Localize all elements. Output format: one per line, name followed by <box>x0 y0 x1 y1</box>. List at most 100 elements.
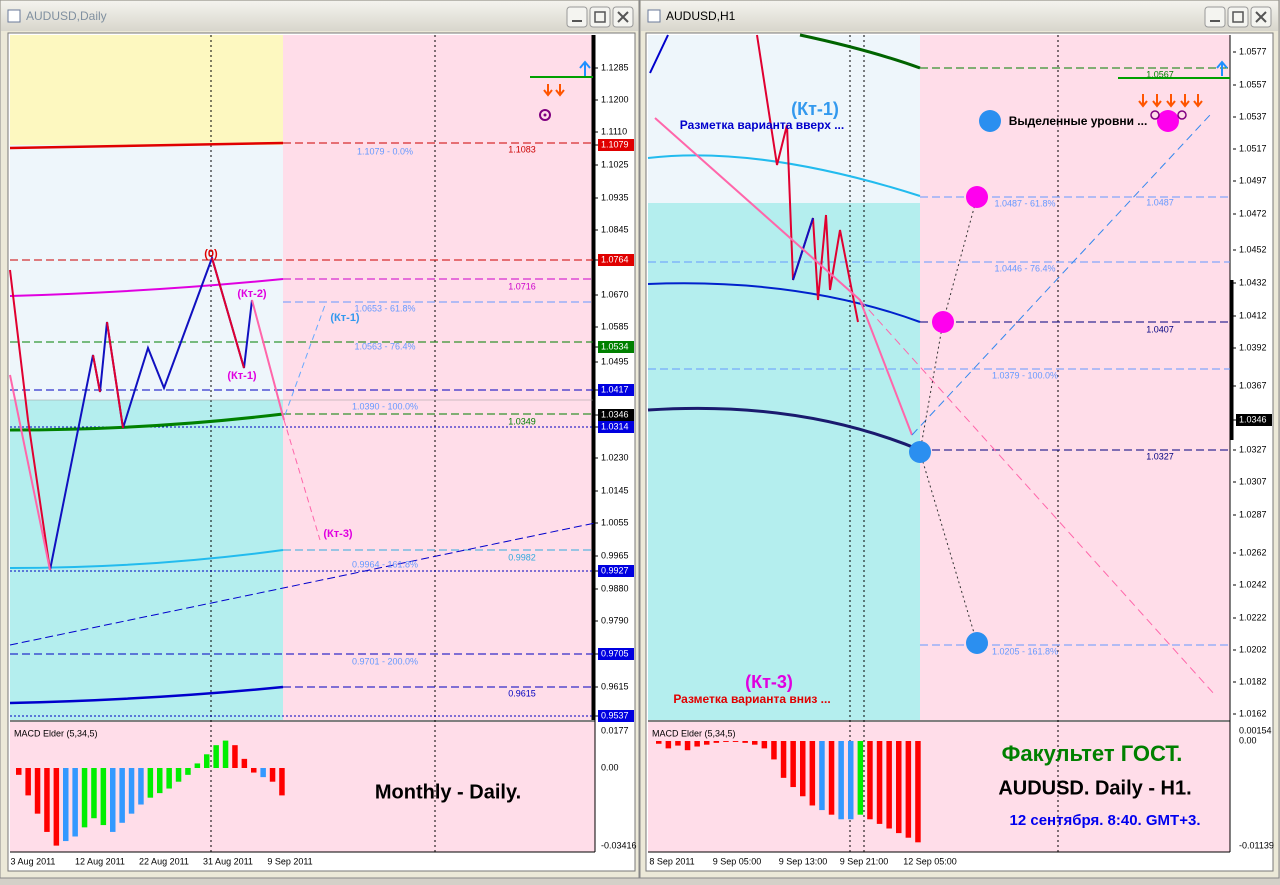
macd-label: MACD Elder (5,34,5) <box>14 728 98 738</box>
macd-axis-label: 0.0177 <box>601 725 629 735</box>
price-label: 1.0670 <box>601 289 629 299</box>
annotation: 1.0487 <box>1146 197 1174 207</box>
price-label: 0.9790 <box>601 615 629 625</box>
macd-bar <box>110 768 116 832</box>
price-highlight <box>598 254 634 266</box>
annotation: Разметка варианта вверх ... <box>680 118 844 132</box>
macd-bar <box>867 741 873 820</box>
annotation: (Кт-1) <box>330 312 360 324</box>
annotation: (Кт-2) <box>237 288 267 300</box>
price-label: 0.9537 <box>601 710 629 720</box>
annotation: Monthly - Daily. <box>375 781 521 803</box>
macd-axis-label: -0.01139 <box>1239 840 1274 850</box>
date-label: 9 Sep 05:00 <box>713 856 762 866</box>
price-label: 1.0412 <box>1239 310 1267 320</box>
annotation: 0.9982 <box>508 552 536 562</box>
maximize-button[interactable] <box>1227 6 1249 28</box>
price-label: 0.9705 <box>601 648 629 658</box>
annotation: 0.9701 - 200.0% <box>352 656 418 666</box>
annotation: (0) <box>204 248 218 260</box>
macd-bar <box>166 768 172 789</box>
price-label: 1.0346 <box>1239 414 1267 424</box>
macd-axis-label: 0.00154 <box>1239 725 1272 735</box>
date-label: 9 Sep 13:00 <box>779 856 828 866</box>
macd-bar <box>269 768 276 782</box>
macd-bar <box>260 768 266 778</box>
price-highlight <box>598 384 634 396</box>
annotation: Факультет ГОСТ. <box>1002 741 1183 766</box>
date-label: 9 Sep 21:00 <box>840 856 889 866</box>
annotation: (Кт-1) <box>791 99 839 119</box>
macd-bar <box>656 741 662 744</box>
price-label: 1.1285 <box>601 62 629 72</box>
minimize-button[interactable] <box>566 6 588 28</box>
macd-bar <box>251 768 257 773</box>
macd-bar <box>752 741 758 745</box>
window-title: AUDUSD,Daily <box>26 9 107 23</box>
window-daily: AUDUSD,Daily <box>0 0 640 879</box>
price-label: 1.0472 <box>1239 208 1267 218</box>
annotation: 1.1083 <box>508 144 536 154</box>
price-label: 1.0845 <box>601 224 629 234</box>
price-highlight <box>1236 414 1272 426</box>
price-label: 0.9927 <box>601 565 629 575</box>
price-label: 1.0346 <box>601 409 629 419</box>
macd-bar <box>848 741 854 820</box>
macd-bar <box>279 768 285 796</box>
macd-bar <box>790 741 796 788</box>
annotation: 1.0407 <box>1146 324 1174 334</box>
price-highlight <box>598 565 634 577</box>
macd-bar <box>147 768 154 798</box>
annotation: 12 сентября. 8:40. GMT+3. <box>1010 812 1201 829</box>
macd-bar <box>761 741 768 749</box>
price-label: 1.0495 <box>601 356 629 366</box>
date-label: 22 Aug 2011 <box>139 856 189 866</box>
macd-bar <box>886 741 892 829</box>
price-label: 1.0534 <box>601 341 629 351</box>
maximize-button[interactable] <box>589 6 611 28</box>
annotation: 1.0205 - 161.8% <box>992 646 1058 656</box>
macd-bar <box>684 741 691 751</box>
annotation: 0.9964 - 161.8% <box>352 559 418 569</box>
macd-bar <box>72 768 78 837</box>
macd-bar <box>713 741 720 743</box>
price-label: 1.0537 <box>1239 111 1267 121</box>
macd-bar <box>704 741 710 745</box>
price-label: 1.1110 <box>601 126 627 136</box>
macd-bar <box>241 758 248 768</box>
macd-bar <box>896 741 902 834</box>
price-label: 1.0230 <box>601 452 629 462</box>
price-label: 1.0287 <box>1239 509 1267 519</box>
minimize-button[interactable] <box>1204 6 1226 28</box>
macd-bar <box>204 754 210 768</box>
annotation: AUDUSD. Daily - H1. <box>998 777 1191 799</box>
price-highlight <box>598 341 634 353</box>
date-label: 31 Aug 2011 <box>203 856 253 866</box>
price-label: 1.0557 <box>1239 79 1267 89</box>
macd-bar <box>44 768 50 832</box>
annotation: 1.0446 - 76.4% <box>994 263 1055 273</box>
date-label: 12 Sep 05:00 <box>903 856 957 866</box>
price-highlight <box>598 710 634 722</box>
macd-bar <box>91 768 97 819</box>
macd-bar <box>175 768 182 782</box>
macd-bar <box>675 741 681 746</box>
annotation: 1.0487 - 61.8% <box>994 198 1055 208</box>
price-label: 1.0497 <box>1239 175 1267 185</box>
macd-bar <box>780 741 787 778</box>
macd-bar <box>128 768 135 814</box>
annotation: (Кт-1) <box>227 370 257 382</box>
price-label: 0.9615 <box>601 681 629 691</box>
macd-bar <box>138 768 144 805</box>
price-highlight <box>598 139 634 151</box>
price-label: 1.0222 <box>1239 612 1267 622</box>
price-highlight <box>598 421 634 433</box>
macd-bar <box>915 741 921 843</box>
price-label: 1.0432 <box>1239 277 1267 287</box>
macd-bar <box>771 741 777 760</box>
macd-bar <box>742 741 748 743</box>
price-label: 1.0367 <box>1239 380 1267 390</box>
price-label: 0.9880 <box>601 583 629 593</box>
macd-bar <box>81 768 88 828</box>
